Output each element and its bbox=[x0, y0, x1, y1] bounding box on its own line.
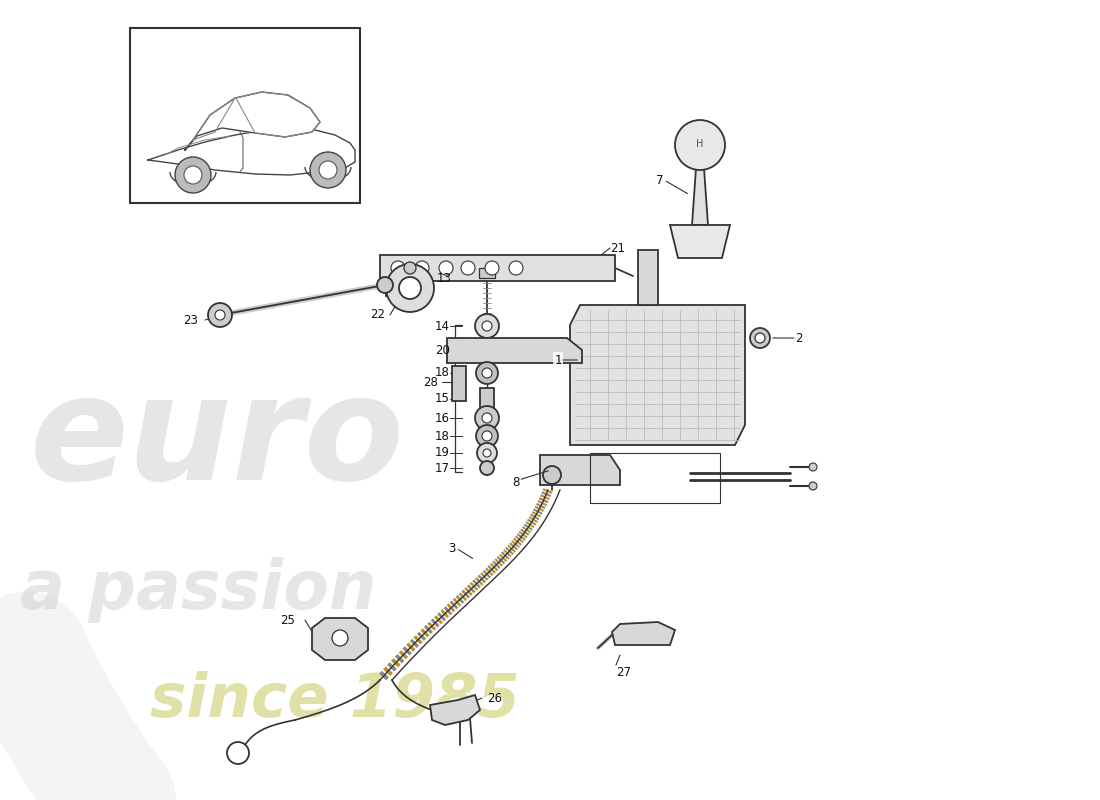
Bar bbox=[480, 388, 494, 410]
Polygon shape bbox=[430, 695, 480, 725]
Circle shape bbox=[808, 482, 817, 490]
Text: 2: 2 bbox=[795, 331, 803, 345]
Circle shape bbox=[675, 120, 725, 170]
Text: 26: 26 bbox=[487, 691, 502, 705]
Bar bbox=[130, 28, 360, 203]
Text: 14: 14 bbox=[434, 319, 450, 333]
Polygon shape bbox=[185, 92, 320, 150]
Text: 23: 23 bbox=[183, 314, 198, 326]
Circle shape bbox=[543, 466, 561, 484]
Text: 21: 21 bbox=[610, 242, 625, 254]
Circle shape bbox=[214, 310, 225, 320]
Text: 17: 17 bbox=[434, 462, 450, 474]
Polygon shape bbox=[447, 338, 582, 363]
Polygon shape bbox=[312, 618, 368, 660]
Circle shape bbox=[509, 261, 522, 275]
Text: 8: 8 bbox=[513, 475, 520, 489]
Circle shape bbox=[332, 630, 348, 646]
Text: 15: 15 bbox=[436, 393, 450, 406]
Text: 20: 20 bbox=[436, 343, 450, 357]
Text: 27: 27 bbox=[616, 666, 631, 678]
Circle shape bbox=[461, 261, 475, 275]
Text: 1: 1 bbox=[554, 354, 562, 366]
Text: a passion: a passion bbox=[20, 557, 376, 623]
Circle shape bbox=[476, 362, 498, 384]
Bar bbox=[452, 366, 466, 401]
Circle shape bbox=[476, 425, 498, 447]
Text: 25: 25 bbox=[280, 614, 295, 626]
Polygon shape bbox=[148, 128, 355, 175]
Text: 7: 7 bbox=[656, 174, 663, 186]
Text: 19: 19 bbox=[434, 446, 450, 459]
Text: euro: euro bbox=[30, 370, 405, 510]
Text: H: H bbox=[696, 139, 704, 149]
Bar bbox=[478, 268, 495, 278]
Polygon shape bbox=[670, 225, 730, 258]
Text: 3: 3 bbox=[448, 542, 455, 554]
Circle shape bbox=[404, 262, 416, 274]
Text: 13: 13 bbox=[437, 271, 452, 285]
Circle shape bbox=[227, 742, 249, 764]
Circle shape bbox=[750, 328, 770, 348]
Circle shape bbox=[482, 321, 492, 331]
Circle shape bbox=[415, 261, 429, 275]
Text: 16: 16 bbox=[434, 411, 450, 425]
Circle shape bbox=[377, 277, 393, 293]
Text: 22: 22 bbox=[370, 309, 385, 322]
Circle shape bbox=[808, 463, 817, 471]
Polygon shape bbox=[386, 283, 415, 296]
Circle shape bbox=[439, 261, 453, 275]
Circle shape bbox=[208, 303, 232, 327]
Text: 28: 28 bbox=[424, 375, 438, 389]
Polygon shape bbox=[692, 168, 708, 225]
Polygon shape bbox=[379, 255, 615, 281]
Polygon shape bbox=[570, 305, 745, 445]
Circle shape bbox=[477, 443, 497, 463]
Bar bbox=[638, 250, 658, 305]
Circle shape bbox=[480, 461, 494, 475]
Circle shape bbox=[482, 368, 492, 378]
Circle shape bbox=[755, 333, 764, 343]
Text: 18: 18 bbox=[436, 430, 450, 442]
Circle shape bbox=[399, 277, 421, 299]
Polygon shape bbox=[612, 622, 675, 645]
Circle shape bbox=[482, 431, 492, 441]
Circle shape bbox=[483, 449, 491, 457]
Circle shape bbox=[390, 261, 405, 275]
Circle shape bbox=[319, 161, 337, 179]
Polygon shape bbox=[540, 455, 620, 485]
Circle shape bbox=[184, 166, 202, 184]
Text: since 1985: since 1985 bbox=[150, 670, 520, 730]
Circle shape bbox=[485, 261, 499, 275]
Bar bbox=[590, 453, 720, 503]
Circle shape bbox=[175, 157, 211, 193]
Circle shape bbox=[475, 406, 499, 430]
Text: 18: 18 bbox=[436, 366, 450, 379]
Circle shape bbox=[310, 152, 346, 188]
Circle shape bbox=[482, 413, 492, 423]
Circle shape bbox=[386, 264, 434, 312]
Circle shape bbox=[475, 314, 499, 338]
